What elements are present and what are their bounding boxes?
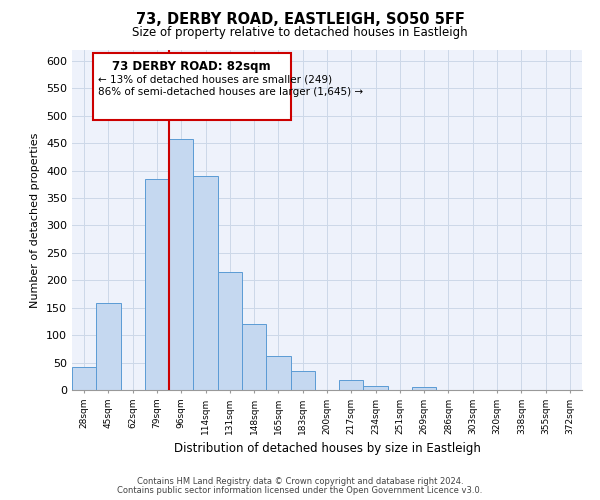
Text: Contains HM Land Registry data © Crown copyright and database right 2024.: Contains HM Land Registry data © Crown c…: [137, 477, 463, 486]
Bar: [290, 371, 315, 390]
Text: 86% of semi-detached houses are larger (1,645) →: 86% of semi-detached houses are larger (…: [97, 88, 362, 98]
Text: 73, DERBY ROAD, EASTLEIGH, SO50 5FF: 73, DERBY ROAD, EASTLEIGH, SO50 5FF: [136, 12, 464, 28]
Text: Size of property relative to detached houses in Eastleigh: Size of property relative to detached ho…: [132, 26, 468, 39]
Text: ← 13% of detached houses are smaller (249): ← 13% of detached houses are smaller (24…: [97, 74, 332, 84]
Bar: [412, 388, 436, 390]
Text: 73 DERBY ROAD: 82sqm: 73 DERBY ROAD: 82sqm: [112, 60, 271, 73]
Bar: [145, 179, 169, 390]
Bar: [266, 356, 290, 390]
Bar: [96, 304, 121, 390]
Bar: [218, 272, 242, 390]
Bar: [364, 386, 388, 390]
FancyBboxPatch shape: [92, 54, 290, 120]
Y-axis label: Number of detached properties: Number of detached properties: [31, 132, 40, 308]
Bar: [72, 367, 96, 390]
Bar: [339, 380, 364, 390]
Bar: [242, 324, 266, 390]
Bar: [169, 139, 193, 390]
X-axis label: Distribution of detached houses by size in Eastleigh: Distribution of detached houses by size …: [173, 442, 481, 456]
Bar: [193, 176, 218, 390]
Text: Contains public sector information licensed under the Open Government Licence v3: Contains public sector information licen…: [118, 486, 482, 495]
